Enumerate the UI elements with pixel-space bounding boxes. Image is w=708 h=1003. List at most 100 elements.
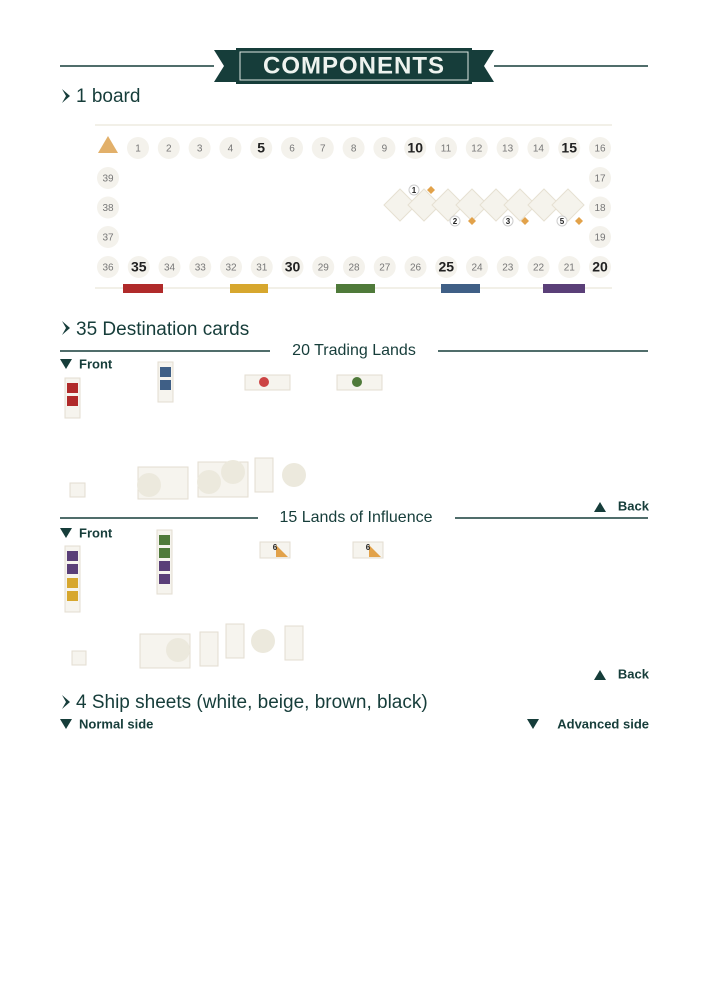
triangle-up	[594, 670, 606, 680]
track-number: 30	[285, 259, 301, 275]
track-space	[127, 137, 149, 159]
bonus-diamond	[479, 188, 513, 222]
track-space	[589, 137, 611, 159]
bonus-icon	[468, 217, 476, 225]
track-number: 31	[256, 263, 268, 274]
track-space	[527, 256, 550, 278]
track-number: 33	[195, 263, 207, 274]
bonus-diamond	[407, 188, 441, 222]
triangle-down	[60, 528, 72, 538]
track-number: 15	[561, 140, 577, 156]
track-number: 14	[533, 144, 545, 155]
bonus-label: 2	[453, 217, 458, 226]
track-space	[435, 256, 458, 278]
track-space	[281, 256, 304, 278]
track-space	[496, 137, 519, 159]
track-space	[558, 256, 581, 278]
bonus-label: 1	[412, 186, 417, 195]
section-heading: 35 Destination cards	[76, 319, 249, 340]
track-number: 11	[441, 144, 452, 155]
track-number: 26	[410, 263, 422, 274]
track-number: 27	[379, 263, 391, 274]
bonus-icon	[521, 217, 529, 225]
track-space	[342, 137, 365, 159]
section-heading: 1 board	[76, 86, 140, 107]
track-number: 17	[594, 174, 606, 185]
triangle-up	[594, 502, 606, 512]
track-space	[157, 137, 180, 159]
track-number: 36	[102, 263, 114, 274]
track-space	[343, 256, 365, 278]
track-number: 23	[502, 263, 514, 274]
group-title: 15 Lands of Influence	[279, 509, 432, 526]
track-space	[404, 256, 427, 278]
track-space	[127, 256, 150, 278]
card-label: 6	[273, 543, 278, 552]
front-label: Front	[79, 356, 113, 371]
track-space	[589, 256, 611, 278]
track-number: 21	[564, 263, 576, 274]
bullet	[62, 89, 70, 103]
track-space	[466, 256, 488, 278]
track-number: 28	[348, 263, 360, 274]
bonus-icon	[427, 186, 435, 194]
track-space	[97, 256, 119, 278]
track-space	[465, 137, 488, 159]
side-label: Advanced side	[557, 716, 649, 731]
track-number: 18	[594, 203, 606, 214]
triangle-down	[60, 719, 72, 729]
bonus-diamond	[527, 188, 561, 222]
track-number: 39	[102, 174, 114, 185]
influence-cards	[64, 529, 384, 669]
trading-cards	[64, 361, 383, 500]
track-space	[97, 226, 119, 248]
track-number: 8	[351, 144, 357, 155]
track-number: 25	[438, 259, 454, 275]
bullet	[62, 321, 70, 335]
track-number: 24	[471, 263, 483, 274]
bonus-diamond	[551, 188, 585, 222]
front-label: Front	[79, 525, 113, 540]
track-number: 22	[533, 263, 545, 274]
section-heading: 4 Ship sheets (white, beige, brown, blac…	[76, 692, 428, 713]
track-space	[589, 226, 611, 248]
track-space	[250, 256, 273, 278]
track-number: 34	[164, 263, 176, 274]
bonus-diamond	[383, 188, 417, 222]
bonus-badge	[449, 215, 461, 227]
track-number: 38	[102, 203, 114, 214]
track-number: 32	[225, 263, 237, 274]
triangle-down	[527, 719, 539, 729]
group-title: 20 Trading Lands	[292, 342, 416, 359]
track-number: 37	[102, 233, 114, 244]
track-number: 16	[594, 144, 606, 155]
track-number: 35	[131, 259, 147, 275]
bonus-icon	[575, 217, 583, 225]
side-label: Normal side	[79, 716, 153, 731]
track-number: 4	[228, 144, 234, 155]
track-number: 19	[594, 233, 606, 244]
track-space	[311, 137, 334, 159]
track-space	[589, 196, 611, 219]
track-number: 12	[471, 144, 483, 155]
track-space	[404, 137, 427, 159]
track-number: 7	[320, 144, 326, 155]
track-number: 2	[166, 144, 172, 155]
track-space	[281, 137, 303, 159]
back-label: Back	[618, 666, 650, 681]
bonus-badge	[502, 215, 514, 227]
track-space	[220, 256, 242, 278]
track-number: 3	[197, 144, 203, 155]
track-space	[496, 256, 519, 278]
track-space	[312, 256, 335, 278]
track-space	[158, 256, 181, 278]
track-number: 10	[407, 140, 423, 156]
board: 1 2 3 4 5 6 7 8 9 10 11 12 13 14 15 1617181920212223242…	[95, 124, 612, 293]
track-number: 13	[502, 144, 514, 155]
bonus-label: 3	[506, 217, 511, 226]
card-label: 6	[366, 543, 371, 552]
track-number: 20	[592, 259, 608, 275]
back-label: Back	[618, 498, 650, 513]
track-space	[589, 167, 611, 189]
